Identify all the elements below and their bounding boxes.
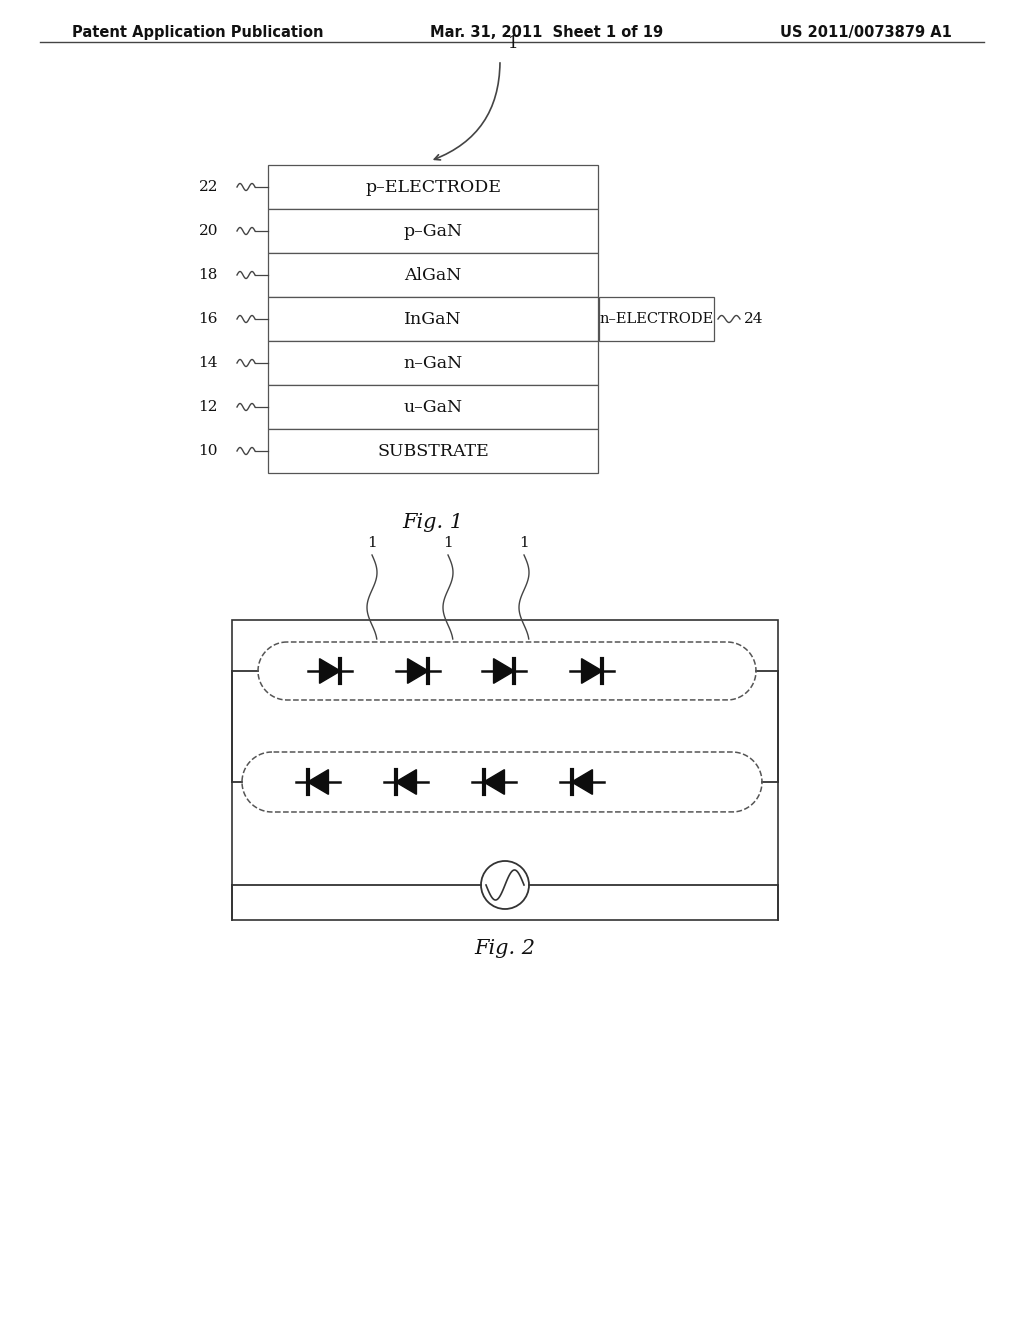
Bar <box>268 209 598 253</box>
Text: 14: 14 <box>199 356 218 370</box>
Bar <box>268 429 598 473</box>
Text: 10: 10 <box>199 444 218 458</box>
Text: u–GaN: u–GaN <box>403 399 463 416</box>
Text: InGaN: InGaN <box>404 310 462 327</box>
Polygon shape <box>494 659 514 684</box>
Bar <box>599 297 714 341</box>
Text: 1: 1 <box>508 36 518 51</box>
Text: AlGaN: AlGaN <box>404 267 462 284</box>
Text: 12: 12 <box>199 400 218 414</box>
Text: p–ELECTRODE: p–ELECTRODE <box>365 178 501 195</box>
Polygon shape <box>307 770 329 795</box>
Bar <box>268 385 598 429</box>
Bar <box>268 165 598 209</box>
Polygon shape <box>408 659 428 684</box>
Text: Mar. 31, 2011  Sheet 1 of 19: Mar. 31, 2011 Sheet 1 of 19 <box>430 25 664 40</box>
Text: 18: 18 <box>199 268 218 282</box>
Text: p–GaN: p–GaN <box>403 223 463 239</box>
Text: US 2011/0073879 A1: US 2011/0073879 A1 <box>780 25 952 40</box>
Polygon shape <box>483 770 505 795</box>
Text: 16: 16 <box>199 312 218 326</box>
Bar <box>268 253 598 297</box>
Text: Fig. 1: Fig. 1 <box>402 513 464 532</box>
Bar <box>268 341 598 385</box>
Text: SUBSTRATE: SUBSTRATE <box>377 442 488 459</box>
Polygon shape <box>395 770 417 795</box>
Text: 1: 1 <box>443 536 453 550</box>
Text: 24: 24 <box>744 312 764 326</box>
Text: 1: 1 <box>519 536 528 550</box>
Polygon shape <box>319 659 340 684</box>
Text: Patent Application Publication: Patent Application Publication <box>72 25 324 40</box>
Bar <box>232 620 778 920</box>
Text: Fig. 2: Fig. 2 <box>474 939 536 957</box>
Polygon shape <box>571 770 593 795</box>
Text: 22: 22 <box>199 180 218 194</box>
Text: 1: 1 <box>368 536 377 550</box>
Text: 20: 20 <box>199 224 218 238</box>
Bar <box>268 297 598 341</box>
Text: n–GaN: n–GaN <box>403 355 463 371</box>
Text: n–ELECTRODE: n–ELECTRODE <box>599 312 714 326</box>
Polygon shape <box>582 659 602 684</box>
